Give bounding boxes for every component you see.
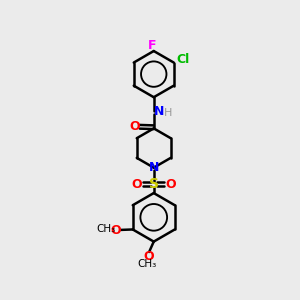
Text: N: N xyxy=(154,105,164,118)
Text: O: O xyxy=(166,178,176,191)
Text: O: O xyxy=(111,224,121,237)
Text: H: H xyxy=(164,108,172,118)
Text: S: S xyxy=(149,177,159,191)
Text: Cl: Cl xyxy=(177,52,190,66)
Text: CH₃: CH₃ xyxy=(138,259,157,269)
Text: O: O xyxy=(143,250,154,262)
Text: CH₃: CH₃ xyxy=(96,224,116,234)
Text: O: O xyxy=(131,178,142,191)
Text: O: O xyxy=(129,120,140,133)
Text: N: N xyxy=(148,161,159,174)
Text: F: F xyxy=(148,39,157,52)
